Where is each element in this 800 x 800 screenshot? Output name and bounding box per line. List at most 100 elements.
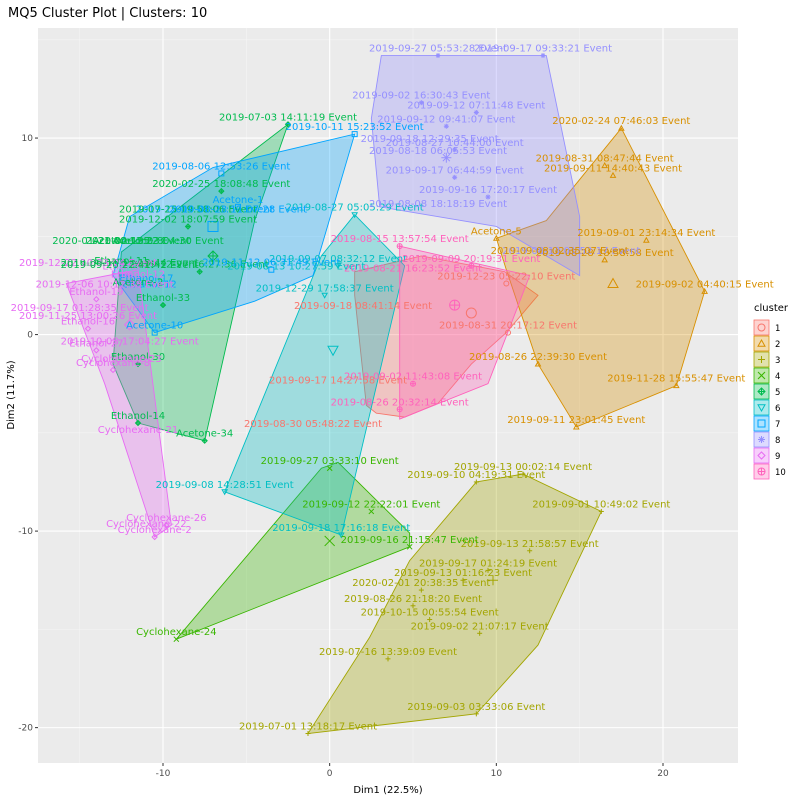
legend-symbol-7 — [757, 419, 766, 428]
data-point — [284, 121, 292, 128]
data-point — [93, 295, 100, 303]
data-point — [609, 171, 617, 178]
point-label: 2020-02-01 20:38:35 Event — [352, 578, 490, 589]
data-point — [151, 329, 158, 336]
cluster-hull-8 — [370, 55, 581, 277]
point-label: 2019-12-04 01:01:50 Event — [136, 205, 274, 216]
data-point — [123, 270, 130, 277]
point-label: 2019-10-11 15:23:52 Event — [286, 122, 424, 133]
point-label: 2019-11-25 13:00:26 Event — [19, 311, 157, 322]
point-label: 2019-08-26 20:32:14 Event — [331, 397, 469, 408]
point-label: Cyclohexane-23 — [81, 354, 161, 365]
data-point — [418, 100, 424, 106]
point-label: 2019-07-01 13:18:17 Event — [239, 722, 377, 733]
point-label: 2019-08-26 21:18:20 Event — [344, 594, 482, 605]
data-point — [520, 471, 526, 477]
cluster-center-7 — [207, 220, 219, 232]
point-label: Ethanol-30 — [111, 352, 165, 363]
data-point — [159, 301, 167, 309]
point-label: 2019-09-07 08:32:12 Event — [269, 254, 407, 265]
legend-label-6: 6 — [775, 404, 780, 414]
point-label: 2019-09-13 21:58:57 Event — [461, 539, 599, 550]
data-point — [151, 533, 158, 541]
point-label: Acetone-35 — [93, 236, 150, 247]
point-label: Ethanol-12 — [123, 279, 177, 290]
data-point — [321, 292, 329, 299]
legend: cluster 1 2 3 4 5 6 7 8 9 10 — [753, 303, 789, 480]
point-label: 2019-09-16 21:15:47 Event — [341, 535, 479, 546]
data-point — [505, 329, 511, 336]
data-point — [410, 380, 416, 387]
legend-symbol-3 — [758, 356, 765, 363]
data-point — [418, 587, 424, 593]
legend-label-1: 1 — [775, 324, 780, 334]
data-point — [452, 147, 458, 153]
data-point — [527, 548, 533, 554]
x-tick-label: 20 — [657, 769, 669, 779]
point-label: 2019-09-17 01:24:19 Event — [419, 558, 557, 569]
point-label: 2019-09-17 01:28:35 Event — [11, 303, 149, 314]
cluster-center-6 — [327, 345, 339, 357]
x-axis-title: Dim1 (22.5%) — [353, 785, 422, 796]
point-label: 2019-09-17 14:27:58 Event — [269, 376, 407, 387]
point-label: Cyclohexane-21 — [98, 425, 178, 436]
point-label: 2019-08-26 22:39:30 Event — [469, 352, 607, 363]
data-point — [396, 406, 403, 413]
x-tick-label: -10 — [156, 769, 171, 779]
point-label: 2019-09-02 16:30:43 Event — [352, 91, 490, 102]
y-tick-label: 0 — [27, 331, 33, 341]
data-point — [326, 465, 333, 472]
cluster-center-8 — [441, 152, 452, 163]
x-tick-label: 10 — [491, 769, 503, 779]
point-label: 2019-08-18 06:05:53 Event — [369, 146, 507, 157]
data-point — [435, 53, 441, 59]
legend-label-10: 10 — [775, 468, 786, 478]
cluster-hull-4 — [175, 461, 411, 640]
point-label: 2019-12-06 10:12:38 Event — [36, 279, 174, 290]
point-label: 2019-09-27 05:53:28 Event — [369, 44, 507, 55]
point-label: 2019-08-13 01:52:17 Event — [502, 246, 640, 257]
point-label: Acetone-1 — [213, 195, 264, 206]
point-label: Ethanol-17 — [119, 274, 173, 285]
data-point — [235, 203, 241, 210]
point-label: Ethanol-12 — [111, 270, 165, 281]
cluster-center-4 — [324, 535, 336, 547]
legend-label-4: 4 — [775, 372, 780, 382]
legend-symbol-1 — [757, 323, 766, 332]
y-tick-labels: -20 -10 0 10 — [18, 134, 38, 734]
legend-label-5: 5 — [775, 388, 780, 398]
point-label: 2019-07-03 14:11:19 Event — [219, 112, 357, 123]
legend-key-1 — [753, 319, 770, 336]
point-label: 2019-09-12 09:41:07 Event — [377, 114, 515, 125]
point-label: Ethanol-19 — [69, 287, 123, 298]
legend-label-2: 2 — [775, 340, 780, 350]
point-label: 2019-09-10 04:19:31 Event — [407, 470, 545, 481]
data-point — [452, 174, 458, 180]
point-label: 2019-09-12 22:22:01 Event — [302, 499, 440, 510]
cluster-center-2 — [607, 277, 619, 288]
cluster-hull-6 — [224, 214, 406, 536]
y-tick-label: 10 — [22, 134, 34, 144]
point-label: Acetone-10 — [126, 321, 183, 332]
point-label: 2019-08-13 10:27:59 Event — [227, 262, 365, 273]
data-point — [368, 508, 375, 515]
point-label: 2019-07-25 19:58:06 Event — [119, 205, 257, 216]
point-label: 2019-09-09 20:19:31 Event — [402, 254, 540, 265]
point-label: 2019-09-02 21:07:17 Event — [411, 621, 549, 632]
point-label: 2019-12-23 05:22:10 Event — [437, 271, 575, 282]
data-point — [485, 567, 491, 573]
cluster-hull-7 — [112, 133, 356, 334]
point-label: 2019-09-01 23:14:34 Event — [577, 228, 715, 239]
legend-title: cluster — [754, 303, 789, 314]
point-label: 2019-08-27 10:44:00 Event — [386, 138, 524, 149]
cluster-hull-1 — [354, 255, 539, 418]
data-point — [334, 263, 342, 270]
point-label: 2019-08-21 16:23:52 Event — [344, 264, 482, 275]
point-label: 2019-09-13 00:02:14 Event — [454, 462, 592, 473]
data-point — [337, 532, 345, 539]
cluster-points — [84, 53, 709, 737]
point-label: 2019-09-27 03:33:10 Event — [261, 456, 399, 467]
legend-label-7: 7 — [775, 420, 780, 430]
point-label: 2019-12-22 10:33:04 Event — [19, 258, 157, 269]
